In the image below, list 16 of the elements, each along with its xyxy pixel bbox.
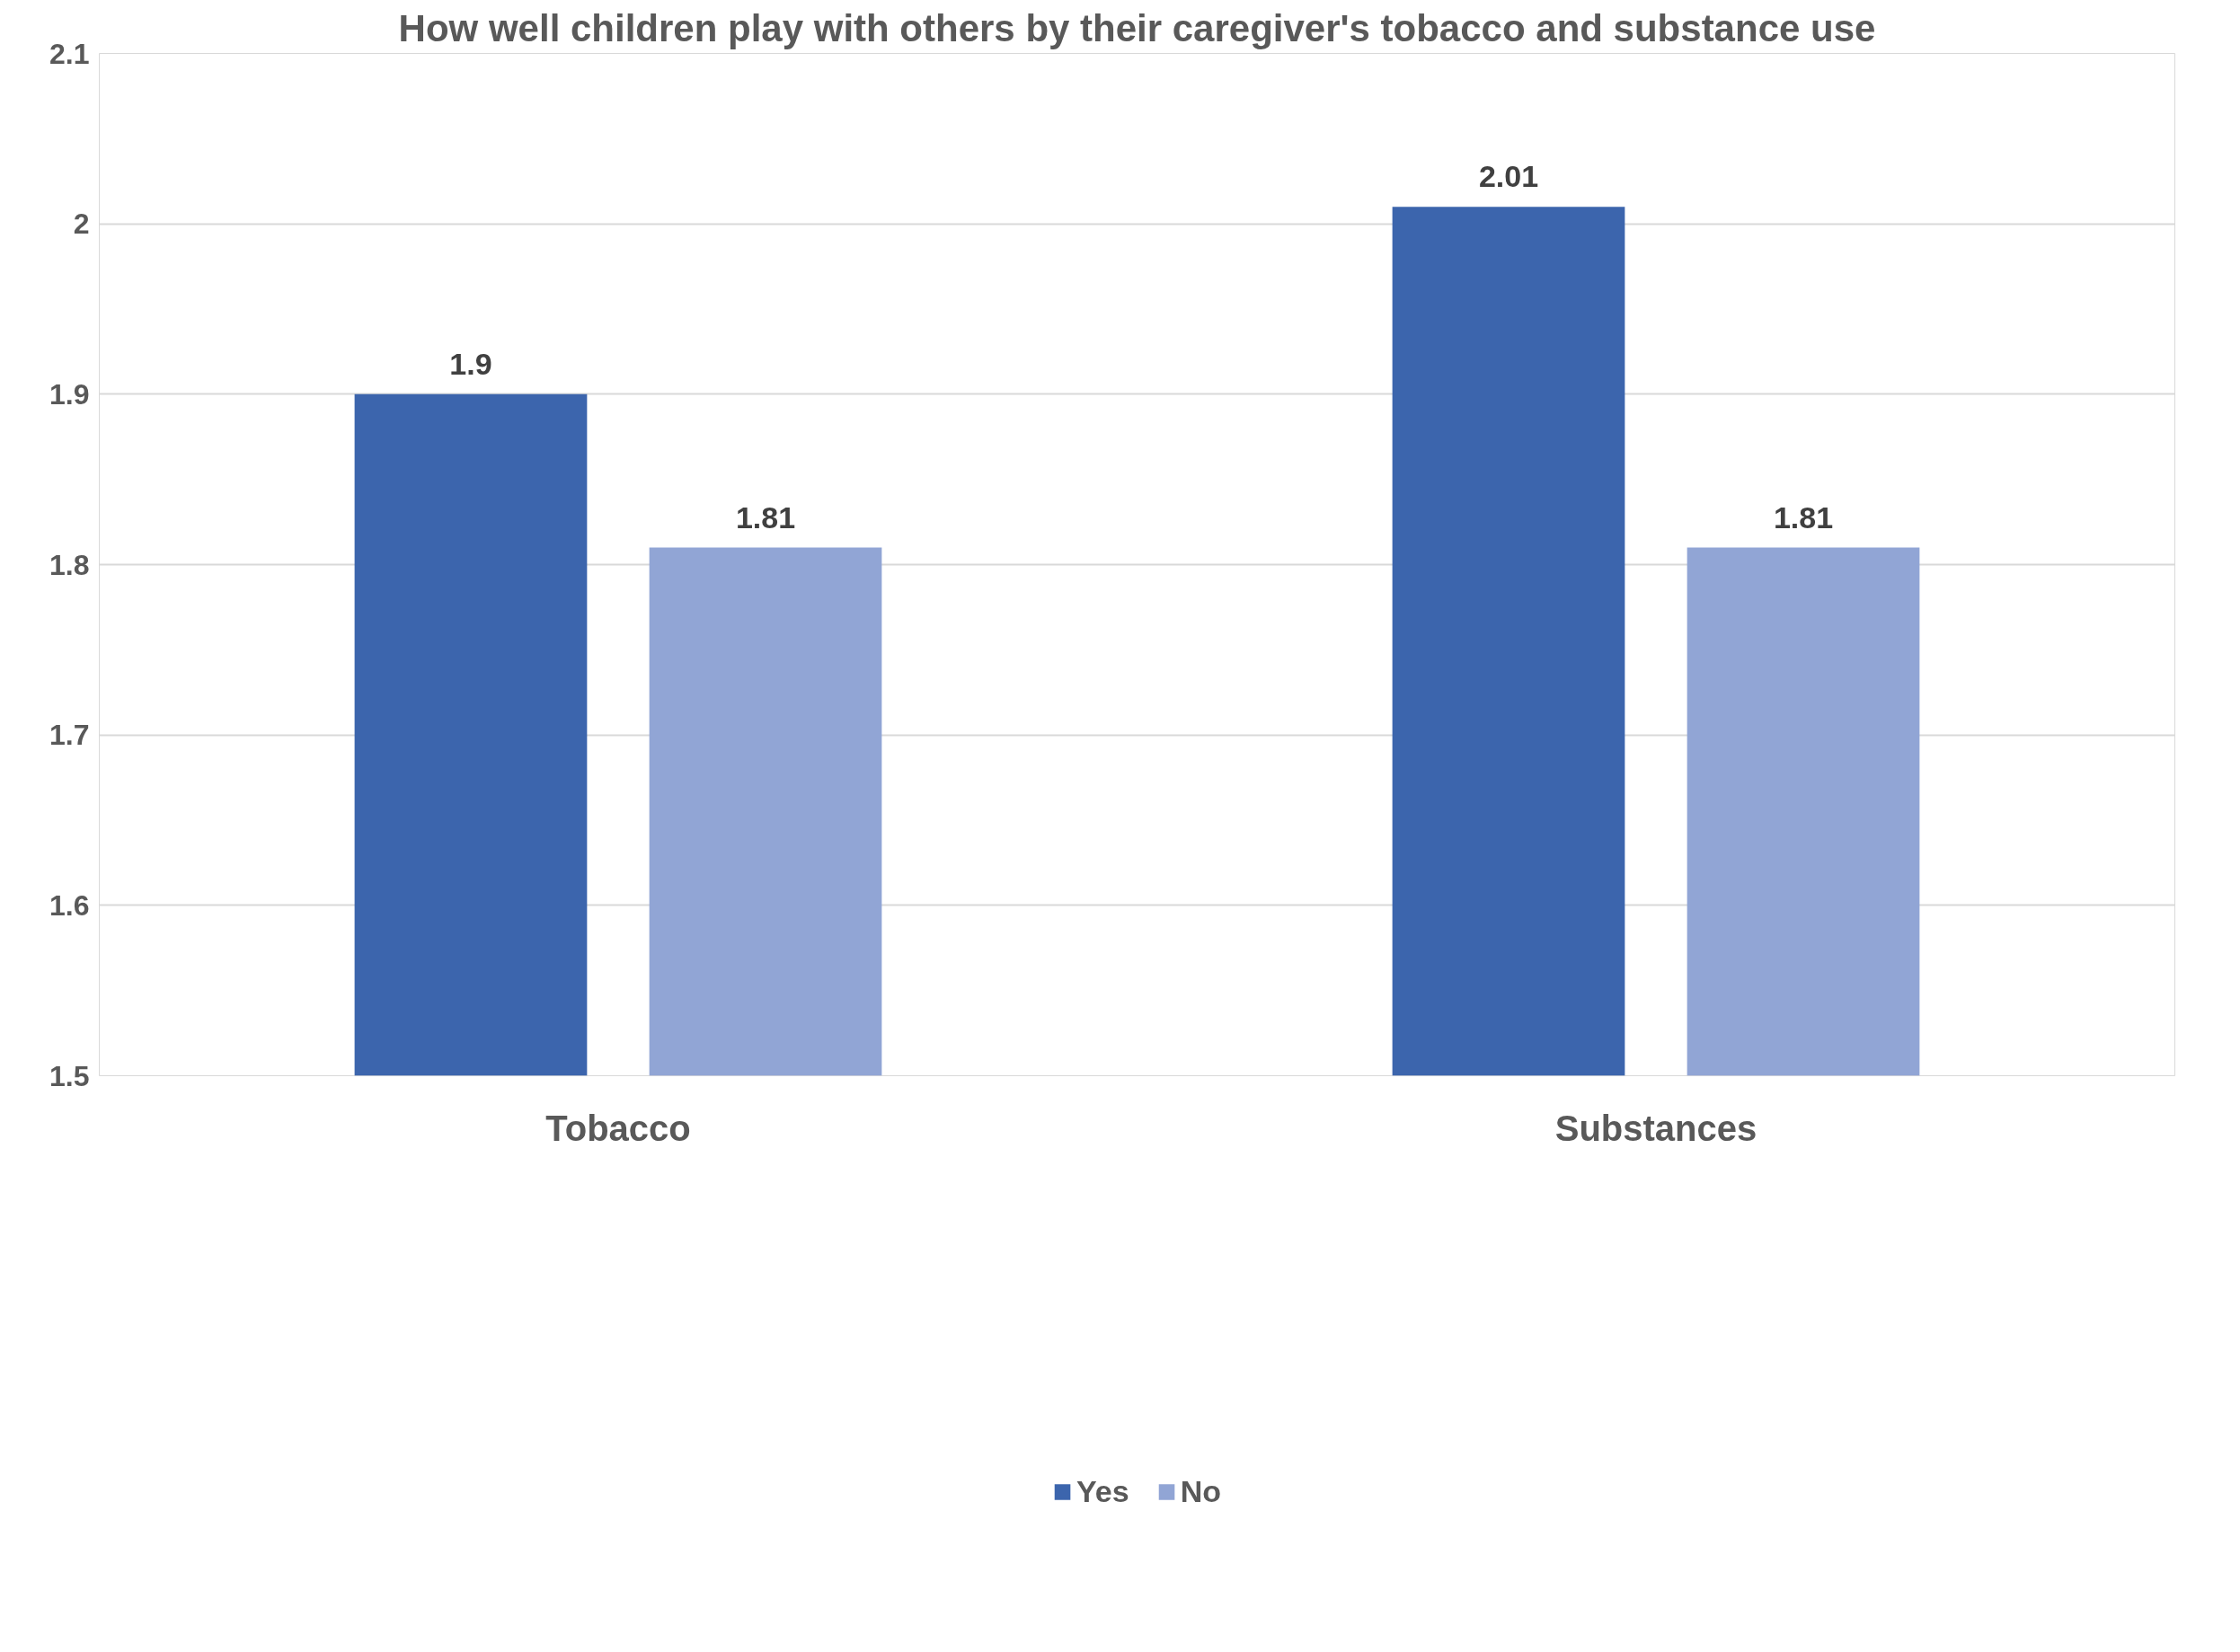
y-tick-label: 1.6 [49, 888, 90, 922]
data-label: 1.81 [1773, 499, 1834, 534]
x-tick-label: Substances [1554, 1108, 1757, 1148]
y-tick-label: 2 [73, 208, 90, 241]
data-label: 1.9 [449, 346, 492, 381]
chart-title: How well children play with others by their caregiver's tobacco and substance use [398, 6, 1876, 49]
y-tick-label: 1.8 [49, 548, 90, 581]
x-tick-label: Tobacco [545, 1108, 691, 1148]
legend-label: No [1180, 1473, 1221, 1509]
y-tick-label: 1.9 [49, 377, 90, 411]
data-label: 2.01 [1478, 159, 1539, 194]
y-tick-label: 2.1 [49, 37, 90, 70]
y-tick-label: 1.7 [49, 719, 90, 752]
data-label: 1.81 [735, 499, 796, 534]
y-tick-label: 1.5 [49, 1059, 90, 1092]
legend-label: Yes [1076, 1473, 1129, 1509]
